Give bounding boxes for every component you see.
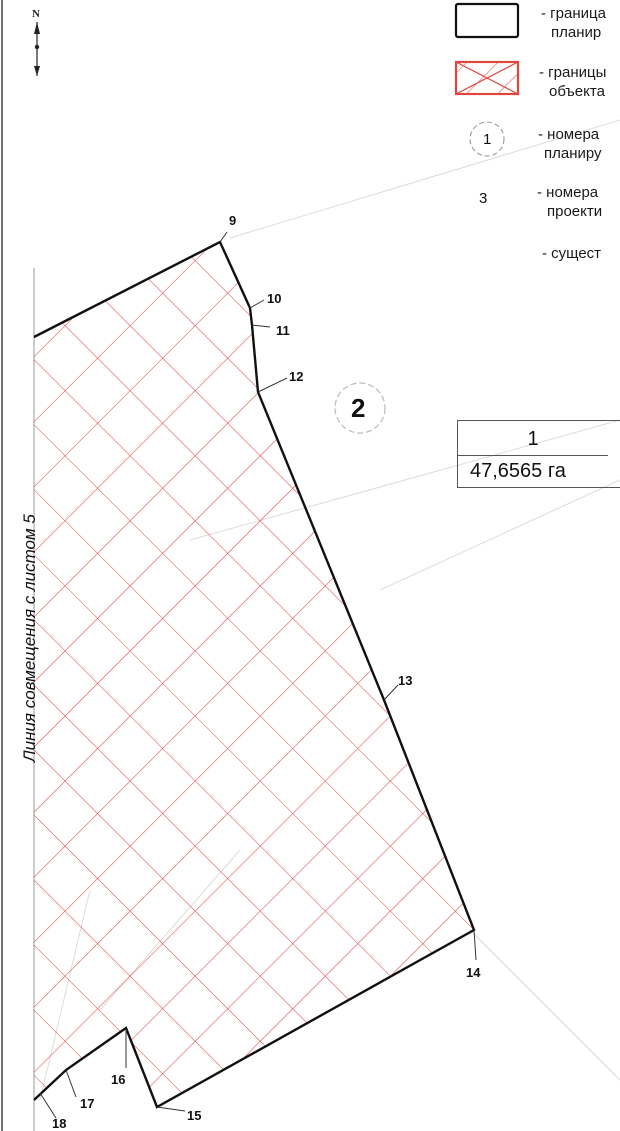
parcel-info-box: 1 47,6565 га	[457, 420, 620, 488]
legend-text-2: - границы объекта	[539, 64, 607, 100]
point-label-18: 18	[52, 1116, 66, 1131]
point-label-12: 12	[289, 369, 303, 384]
zone-number-label: 2	[351, 393, 365, 423]
point-label-17: 17	[80, 1096, 94, 1111]
legend-planning-number-value: 1	[483, 131, 491, 148]
parcel-number: 1	[458, 421, 608, 456]
point-label-11: 11	[276, 323, 290, 338]
legend-project-number-value: 3	[479, 190, 487, 207]
zone-number-circle	[334, 382, 386, 434]
parcel-hatch-area	[34, 242, 474, 1107]
legend-planning-boundary-symbol	[454, 2, 520, 39]
point-leaders	[39, 231, 477, 1119]
north-letter: N	[32, 8, 40, 20]
legend-planning-number-symbol	[469, 121, 505, 157]
alignment-line-label: Линия совмещения с листом 5	[20, 514, 39, 762]
point-label-10: 10	[267, 291, 281, 306]
point-label-9: 9	[229, 213, 236, 228]
legend-object-boundary-symbol	[454, 60, 520, 96]
legend-text-3: - номера планиру	[538, 126, 602, 162]
point-label-14: 14	[466, 965, 481, 980]
point-label-13: 13	[398, 673, 412, 688]
point-label-16: 16	[111, 1072, 125, 1087]
parcel-area: 47,6565 га	[470, 460, 566, 482]
legend-text-4: - номера проекти	[537, 184, 603, 220]
point-label-15: 15	[187, 1108, 201, 1123]
legend-text-1: - граница планир	[541, 5, 606, 41]
north-arrow-icon	[34, 22, 40, 76]
legend-text-5: - сущест	[542, 245, 602, 262]
